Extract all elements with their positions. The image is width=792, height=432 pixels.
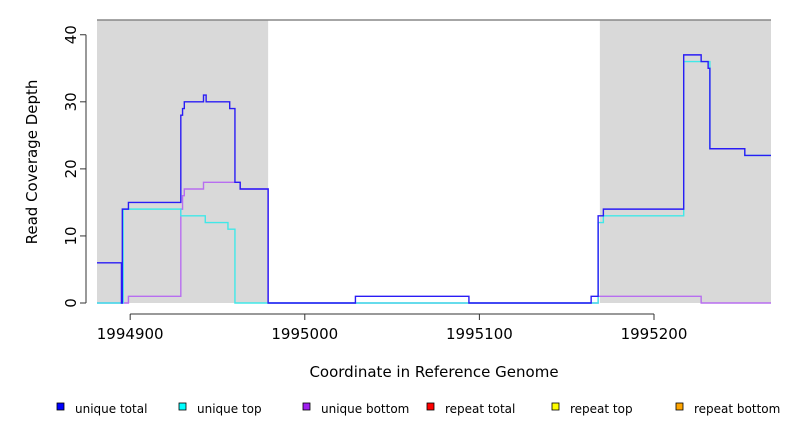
- y-tick-label: 30: [62, 92, 80, 111]
- y-tick-label: 0: [62, 298, 80, 308]
- legend-label: repeat top: [570, 402, 633, 416]
- x-tick-label: 1995200: [621, 325, 688, 343]
- legend-swatch: [675, 402, 684, 411]
- y-tick-label: 40: [62, 25, 80, 44]
- legend-swatch: [302, 402, 311, 411]
- x-axis-label: Coordinate in Reference Genome: [309, 363, 558, 381]
- legend-label: unique bottom: [321, 402, 409, 416]
- legend-label: unique top: [197, 402, 262, 416]
- legend-swatch: [551, 402, 560, 411]
- series-unique-total: [97, 54, 771, 304]
- axes: 0 10 20 30 40 1994900 1995000 1995100 1995200: [62, 25, 687, 343]
- legend-swatch: [426, 402, 435, 411]
- y-axis-label: Read Coverage Depth: [23, 80, 41, 245]
- series-lines: [97, 54, 771, 304]
- shaded-region: [97, 20, 269, 303]
- legend-swatch: [56, 402, 65, 411]
- x-tick-label: 1994900: [97, 325, 164, 343]
- legend-label: repeat total: [445, 402, 515, 416]
- legend: unique total unique top unique bottom repea…: [56, 402, 780, 416]
- x-tick-label: 1995100: [446, 325, 513, 343]
- shaded-region: [599, 20, 771, 303]
- legend-label: unique total: [75, 402, 147, 416]
- legend-swatch: [178, 402, 187, 411]
- x-tick-label: 1995000: [271, 325, 338, 343]
- y-tick-label: 20: [62, 159, 80, 178]
- legend-label: repeat bottom: [694, 402, 780, 416]
- y-tick-label: 10: [62, 226, 80, 245]
- shaded-regions: [97, 20, 771, 303]
